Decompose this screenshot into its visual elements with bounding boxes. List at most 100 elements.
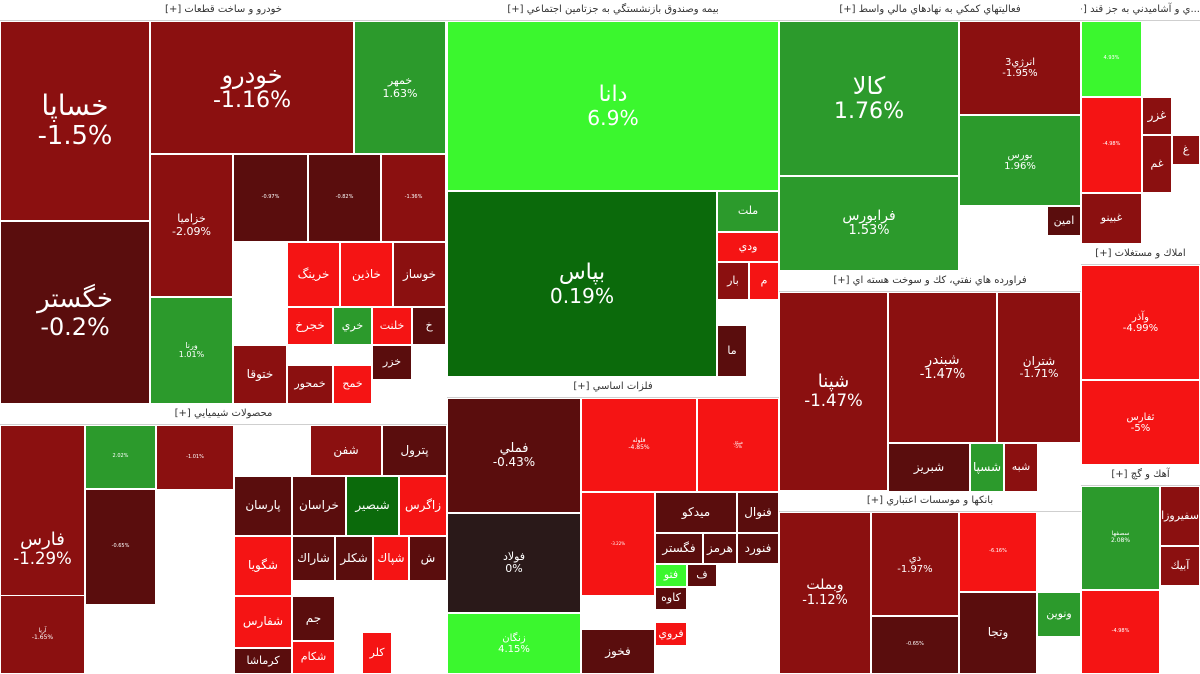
- stock-tile[interactable]: شبصير: [346, 476, 399, 536]
- stock-tile[interactable]: -4.98%: [1081, 590, 1160, 674]
- stock-tile[interactable]: وآذر -4.99%: [1081, 265, 1200, 380]
- stock-tile[interactable]: غزر: [1142, 97, 1172, 135]
- stock-tile[interactable]: خمهر 1.63%: [354, 21, 446, 154]
- stock-tile[interactable]: شفن: [310, 425, 382, 476]
- stock-tile[interactable]: شپنا -1.47%: [779, 292, 888, 491]
- stock-tile[interactable]: -0.65%: [85, 489, 156, 605]
- stock-tile[interactable]: فولاد 0%: [447, 513, 581, 613]
- stock-tile[interactable]: بار: [717, 262, 749, 300]
- stock-tile[interactable]: -1.36%: [381, 154, 446, 242]
- stock-tile[interactable]: فنيكل -5%: [697, 398, 779, 492]
- stock-tile[interactable]: -0.82%: [308, 154, 381, 242]
- stock-tile[interactable]: ودي: [717, 232, 779, 262]
- stock-tile[interactable]: ملت: [717, 191, 779, 232]
- stock-tile[interactable]: انرژي3 -1.95%: [959, 21, 1081, 115]
- stock-tile[interactable]: خ: [412, 307, 446, 345]
- stock-tile[interactable]: كرماشا: [234, 648, 292, 674]
- sector-title[interactable]: فراورده هاي نفتي، كك و سوخت هسته اي [+]: [779, 271, 1081, 292]
- stock-tile[interactable]: م: [749, 262, 779, 300]
- stock-tile[interactable]: -0.97%: [233, 154, 308, 242]
- sector-title[interactable]: فلزات اساسي [+]: [447, 377, 779, 398]
- stock-tile[interactable]: خودرو -1.16%: [150, 21, 354, 154]
- stock-tile[interactable]: شاراك: [292, 536, 335, 581]
- sector-title[interactable]: املاك و مستغلات [+]: [1081, 244, 1200, 265]
- stock-tile[interactable]: ورنا 1.01%: [150, 297, 233, 404]
- stock-tile[interactable]: خري: [333, 307, 372, 345]
- stock-tile[interactable]: ونوين: [1037, 592, 1081, 637]
- stock-tile[interactable]: امين: [1047, 206, 1081, 236]
- stock-tile[interactable]: ف: [687, 564, 717, 587]
- stock-tile[interactable]: غم: [1142, 135, 1172, 193]
- stock-tile[interactable]: آريا -1.65%: [0, 595, 85, 674]
- stock-tile[interactable]: بپاس 0.19%: [447, 191, 717, 377]
- stock-tile[interactable]: پارسان: [234, 476, 292, 536]
- stock-tile[interactable]: فملي -0.43%: [447, 398, 581, 513]
- stock-tile[interactable]: شسپا: [970, 443, 1004, 491]
- stock-tile[interactable]: فتو: [655, 564, 687, 587]
- stock-tile[interactable]: كاوه: [655, 587, 687, 610]
- stock-tile[interactable]: آبيك: [1160, 546, 1200, 586]
- sector-title[interactable]: آهك و گچ [+]: [1081, 465, 1200, 486]
- stock-tile[interactable]: غ: [1172, 135, 1200, 165]
- sector-title[interactable]: ...ي و آشاميدني به جز قند [+]: [1081, 0, 1200, 21]
- sector-title[interactable]: بيمه وصندوق بازنشستگي به جزتامين اجتماعي…: [447, 0, 779, 21]
- stock-tile[interactable]: غبينو: [1081, 193, 1142, 244]
- stock-tile[interactable]: خمحور: [287, 365, 333, 404]
- stock-tile[interactable]: كلر: [362, 632, 392, 674]
- stock-tile[interactable]: -4.98%: [1081, 97, 1142, 193]
- stock-tile[interactable]: خرينگ: [287, 242, 340, 307]
- stock-tile[interactable]: ثفارس -5%: [1081, 380, 1200, 465]
- stock-tile[interactable]: پترول: [382, 425, 447, 476]
- stock-tile[interactable]: فخوز: [581, 629, 655, 674]
- stock-tile[interactable]: 2.02%: [85, 425, 156, 489]
- stock-tile[interactable]: شبريز: [888, 443, 970, 491]
- stock-tile[interactable]: شتران -1.71%: [997, 292, 1081, 443]
- stock-tile[interactable]: سصفها 2.08%: [1081, 486, 1160, 590]
- stock-tile[interactable]: ش: [409, 536, 447, 581]
- stock-tile[interactable]: خوساز: [393, 242, 446, 307]
- stock-tile[interactable]: فنوال: [737, 492, 779, 533]
- stock-tile[interactable]: خزر: [372, 345, 412, 380]
- stock-tile[interactable]: خاذين: [340, 242, 393, 307]
- sector-title[interactable]: فعاليتهاي كمكي به نهادهاي مالي واسط [+]: [779, 0, 1081, 21]
- sector-title[interactable]: محصولات شيميايي [+]: [0, 404, 447, 425]
- stock-tile[interactable]: -1.01%: [156, 425, 234, 490]
- stock-tile[interactable]: خراسان: [292, 476, 346, 536]
- stock-tile[interactable]: شكلر: [335, 536, 373, 581]
- stock-tile[interactable]: هرمز: [703, 533, 737, 564]
- stock-tile[interactable]: دي -1.97%: [871, 512, 959, 616]
- stock-tile[interactable]: -6.16%: [959, 512, 1037, 592]
- stock-tile[interactable]: وبملت -1.12%: [779, 512, 871, 674]
- stock-tile[interactable]: -3.22%: [581, 492, 655, 596]
- stock-tile[interactable]: خجرخ: [287, 307, 333, 345]
- stock-tile[interactable]: خساپا -1.5%: [0, 21, 150, 221]
- stock-tile[interactable]: فنورد: [737, 533, 779, 564]
- stock-tile[interactable]: -0.65%: [871, 616, 959, 674]
- stock-tile[interactable]: ما: [717, 325, 747, 377]
- stock-tile[interactable]: بورس 1.96%: [959, 115, 1081, 206]
- sector-title[interactable]: بانكها و موسسات اعتباري [+]: [779, 491, 1081, 512]
- stock-tile[interactable]: فلوله -4.85%: [581, 398, 697, 492]
- stock-tile[interactable]: خمح: [333, 365, 372, 404]
- stock-tile[interactable]: فگستر: [655, 533, 703, 564]
- stock-tile[interactable]: ميدكو: [655, 492, 737, 533]
- stock-tile[interactable]: شبه: [1004, 443, 1038, 491]
- stock-tile[interactable]: فرابورس 1.53%: [779, 176, 959, 271]
- stock-tile[interactable]: كالا 1.76%: [779, 21, 959, 176]
- stock-tile[interactable]: خزاميا -2.09%: [150, 154, 233, 297]
- stock-tile[interactable]: سفيروزا: [1160, 486, 1200, 546]
- stock-tile[interactable]: خگستر -0.2%: [0, 221, 150, 404]
- stock-tile[interactable]: ختوقا: [233, 345, 287, 404]
- stock-tile[interactable]: زنگان 4.15%: [447, 613, 581, 674]
- stock-tile[interactable]: شفارس: [234, 596, 292, 648]
- stock-tile[interactable]: شكام: [292, 641, 335, 674]
- stock-tile[interactable]: خلنت: [372, 307, 412, 345]
- stock-tile[interactable]: جم: [292, 596, 335, 641]
- stock-tile[interactable]: زاگرس: [399, 476, 447, 536]
- stock-tile[interactable]: شپاك: [373, 536, 409, 581]
- sector-title[interactable]: خودرو و ساخت قطعات [+]: [0, 0, 447, 21]
- stock-tile[interactable]: فروي: [655, 622, 687, 646]
- stock-tile[interactable]: 4.93%: [1081, 21, 1142, 97]
- stock-tile[interactable]: شبندر -1.47%: [888, 292, 997, 443]
- stock-tile[interactable]: وتجا: [959, 592, 1037, 674]
